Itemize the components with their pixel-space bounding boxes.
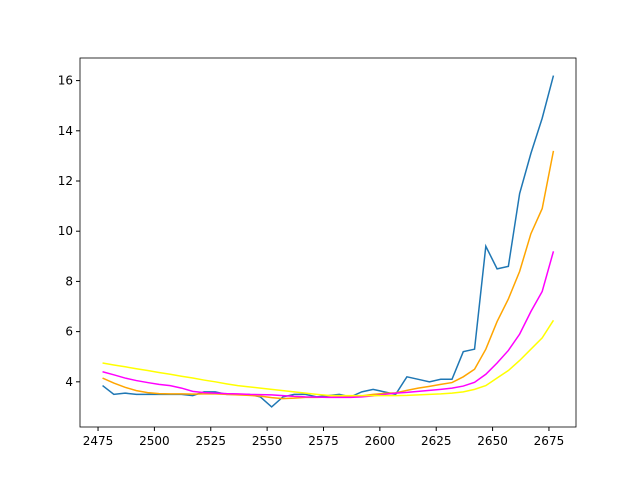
plot-frame <box>79 57 577 428</box>
y-tick-label: 6 <box>65 325 73 339</box>
x-tick-label: 2600 <box>365 434 396 448</box>
x-tick-label: 2650 <box>477 434 508 448</box>
y-tick-label: 10 <box>58 224 73 238</box>
x-tick-label: 2500 <box>139 434 170 448</box>
y-tick-label: 16 <box>58 74 73 88</box>
y-tick-label: 8 <box>65 274 73 288</box>
x-tick-label: 2575 <box>308 434 339 448</box>
line-series <box>102 75 555 408</box>
x-tick-label: 2675 <box>534 434 565 448</box>
line-series <box>102 319 555 397</box>
x-tick-label: 2525 <box>195 434 226 448</box>
y-tick-label: 14 <box>58 124 73 138</box>
line-series <box>102 251 555 399</box>
y-tick-label: 4 <box>65 375 73 389</box>
y-tick-label: 12 <box>58 174 73 188</box>
x-tick-label: 2550 <box>252 434 283 448</box>
x-tick-label: 2625 <box>421 434 452 448</box>
line-series <box>102 150 555 400</box>
x-tick-label: 2475 <box>83 434 114 448</box>
